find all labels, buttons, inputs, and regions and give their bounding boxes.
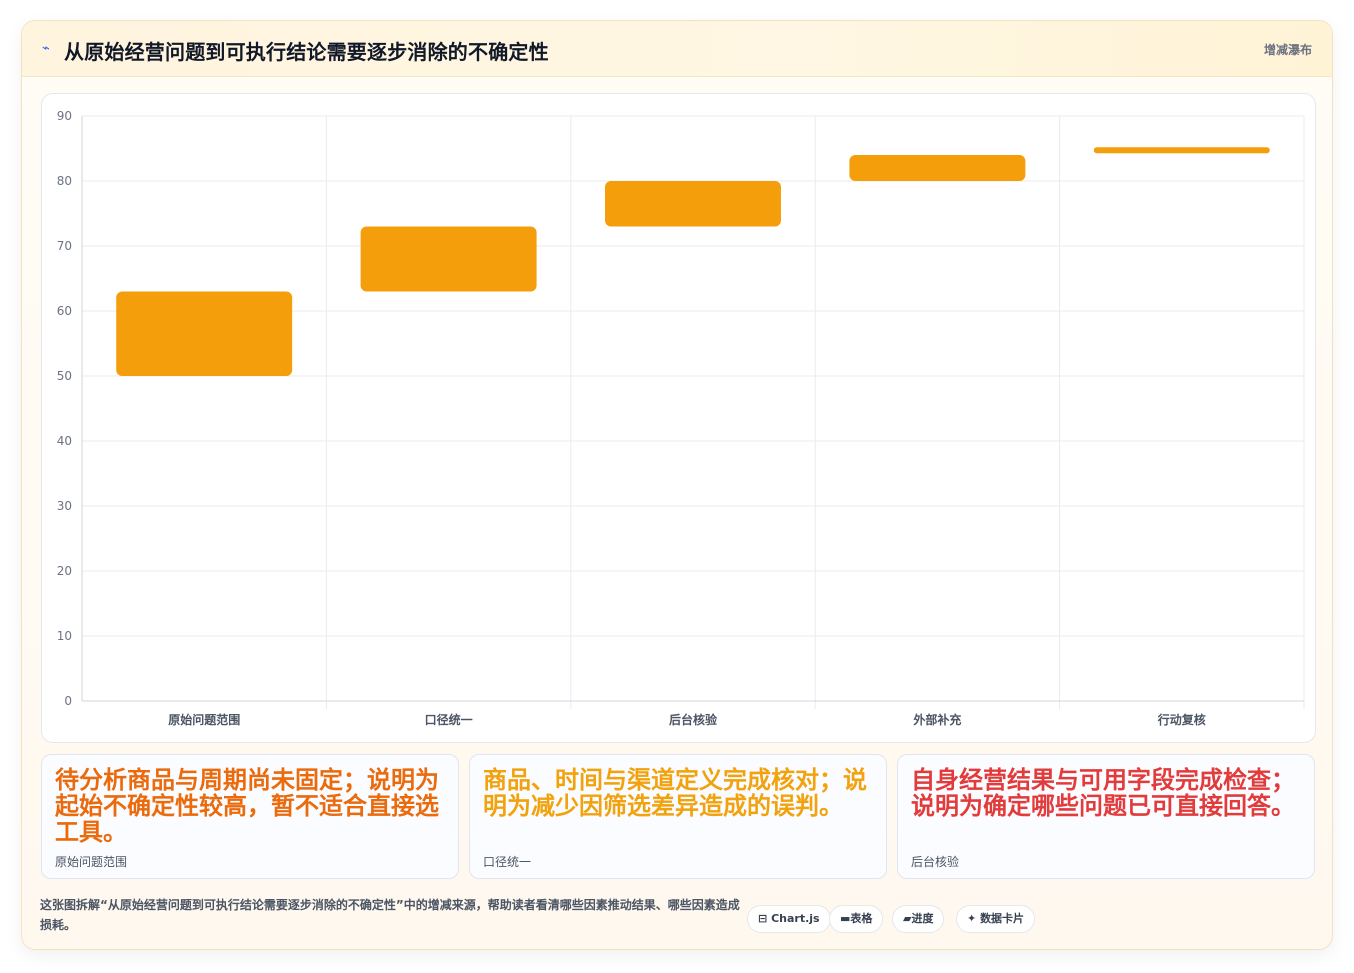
pill-label: 进度: [911, 912, 934, 925]
page-title: 从原始经营问题到可执行结论需要逐步消除的不确定性: [64, 40, 549, 64]
stat-card-label: 原始问题范围: [55, 855, 128, 869]
y-tick-label: 60: [57, 304, 72, 318]
y-tick-label: 20: [57, 564, 72, 578]
x-tick-label: 行动复核: [1157, 712, 1206, 727]
x-tick-label: 外部补充: [913, 712, 961, 727]
progress-icon: ▰: [903, 912, 912, 925]
y-tick-label: 90: [57, 109, 72, 123]
waterfall-chart: 0 10 20 30 40 50 60 70 80 90 原始问题范围 口径统一 后台核验 外部补充 行动复…: [57, 109, 1305, 727]
chart-card: ⌁ 从原始经营问题到可执行结论需要逐步消除的不确定性 增减瀑布 0 10 20 30 4…: [21, 20, 1333, 950]
stat-card-1: 待分析商品与周期尚未固定；说明为起始不确定性较高，暂不适合直接选工具。 原始问题…: [41, 754, 459, 879]
bar-1[interactable]: [116, 291, 293, 377]
y-tick-label: 70: [57, 239, 72, 253]
chart-panel: 0 10 20 30 40 50 60 70 80 90 原始问题范围 口径统一 后台核验 外部补充 行动复…: [41, 93, 1316, 743]
stat-card-text: 待分析商品与周期尚未固定；说明为起始不确定性较高，暂不适合直接选工具。: [55, 766, 439, 846]
x-tick-label: 口径统一: [425, 712, 473, 727]
chart-description: 这张图拆解“从原始经营问题到可执行结论需要逐步消除的不确定性”中的增减来源，帮助…: [40, 898, 740, 932]
stat-card-3: 自身经营结果与可用字段完成检查；说明为确定哪些问题已可直接回答。 后台核验: [897, 754, 1315, 879]
x-tick-label: 原始问题范围: [168, 712, 240, 727]
pill-chartjs[interactable]: ⊟ Chart.js: [747, 905, 831, 933]
y-tick-label: 0: [64, 694, 72, 708]
chart-type-tag: 增减瀑布: [1263, 43, 1312, 57]
y-tick-label: 80: [57, 174, 72, 188]
pill-label: 表格: [850, 912, 873, 925]
card-header: ⌁ 从原始经营问题到可执行结论需要逐步消除的不确定性 增减瀑布: [22, 21, 1332, 77]
table-icon: ▬: [840, 912, 851, 925]
bar-4[interactable]: [849, 155, 1026, 181]
stat-card-text: 自身经营结果与可用字段完成检查；说明为确定哪些问题已可直接回答。: [911, 766, 1295, 820]
pill-progress[interactable]: ▰进度: [892, 905, 945, 933]
stat-card-2: 商品、时间与渠道定义完成核对；说明为减少因筛选差异造成的误判。 口径统一: [469, 754, 887, 879]
y-tick-label: 30: [57, 499, 72, 513]
y-tick-label: 10: [57, 629, 72, 643]
stat-card-label: 后台核验: [911, 855, 960, 869]
y-tick-label: 40: [57, 434, 72, 448]
bar-3[interactable]: [605, 181, 781, 227]
pill-label: 数据卡片: [980, 912, 1025, 925]
pill-label: Chart.js: [771, 912, 820, 925]
pill-table[interactable]: ▬表格: [829, 905, 884, 933]
y-tick-label: 50: [57, 369, 72, 383]
pill-data-cards[interactable]: ✦ 数据卡片: [956, 905, 1036, 933]
stat-card-label: 口径统一: [483, 855, 532, 869]
bar-2[interactable]: [360, 226, 537, 292]
sparkle-icon: ✦: [967, 912, 977, 925]
x-tick-label: 后台核验: [669, 712, 718, 727]
stat-card-text: 商品、时间与渠道定义完成核对；说明为减少因筛选差异造成的误判。: [483, 766, 867, 820]
chart-pulse-icon: ⌁: [42, 41, 50, 56]
bar-5[interactable]: [1093, 147, 1270, 154]
code-icon: ⊟: [758, 912, 768, 925]
